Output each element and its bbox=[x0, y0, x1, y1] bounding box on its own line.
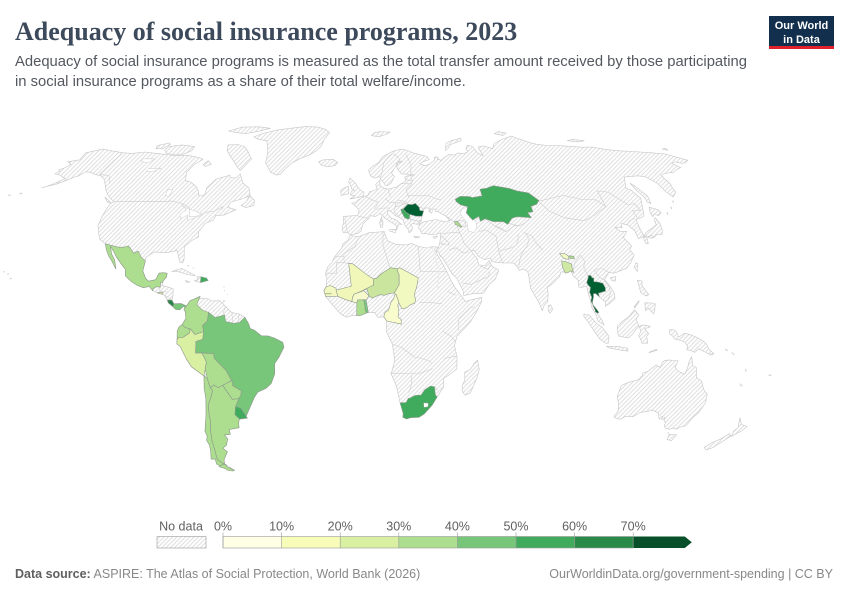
svg-text:70%: 70% bbox=[621, 520, 646, 534]
svg-text:50%: 50% bbox=[503, 520, 528, 534]
svg-text:30%: 30% bbox=[386, 520, 411, 534]
svg-text:20%: 20% bbox=[328, 520, 353, 534]
svg-text:No data: No data bbox=[159, 520, 203, 534]
svg-text:10%: 10% bbox=[269, 520, 294, 534]
svg-text:0%: 0% bbox=[214, 520, 232, 534]
svg-text:40%: 40% bbox=[445, 520, 470, 534]
svg-text:60%: 60% bbox=[562, 520, 587, 534]
